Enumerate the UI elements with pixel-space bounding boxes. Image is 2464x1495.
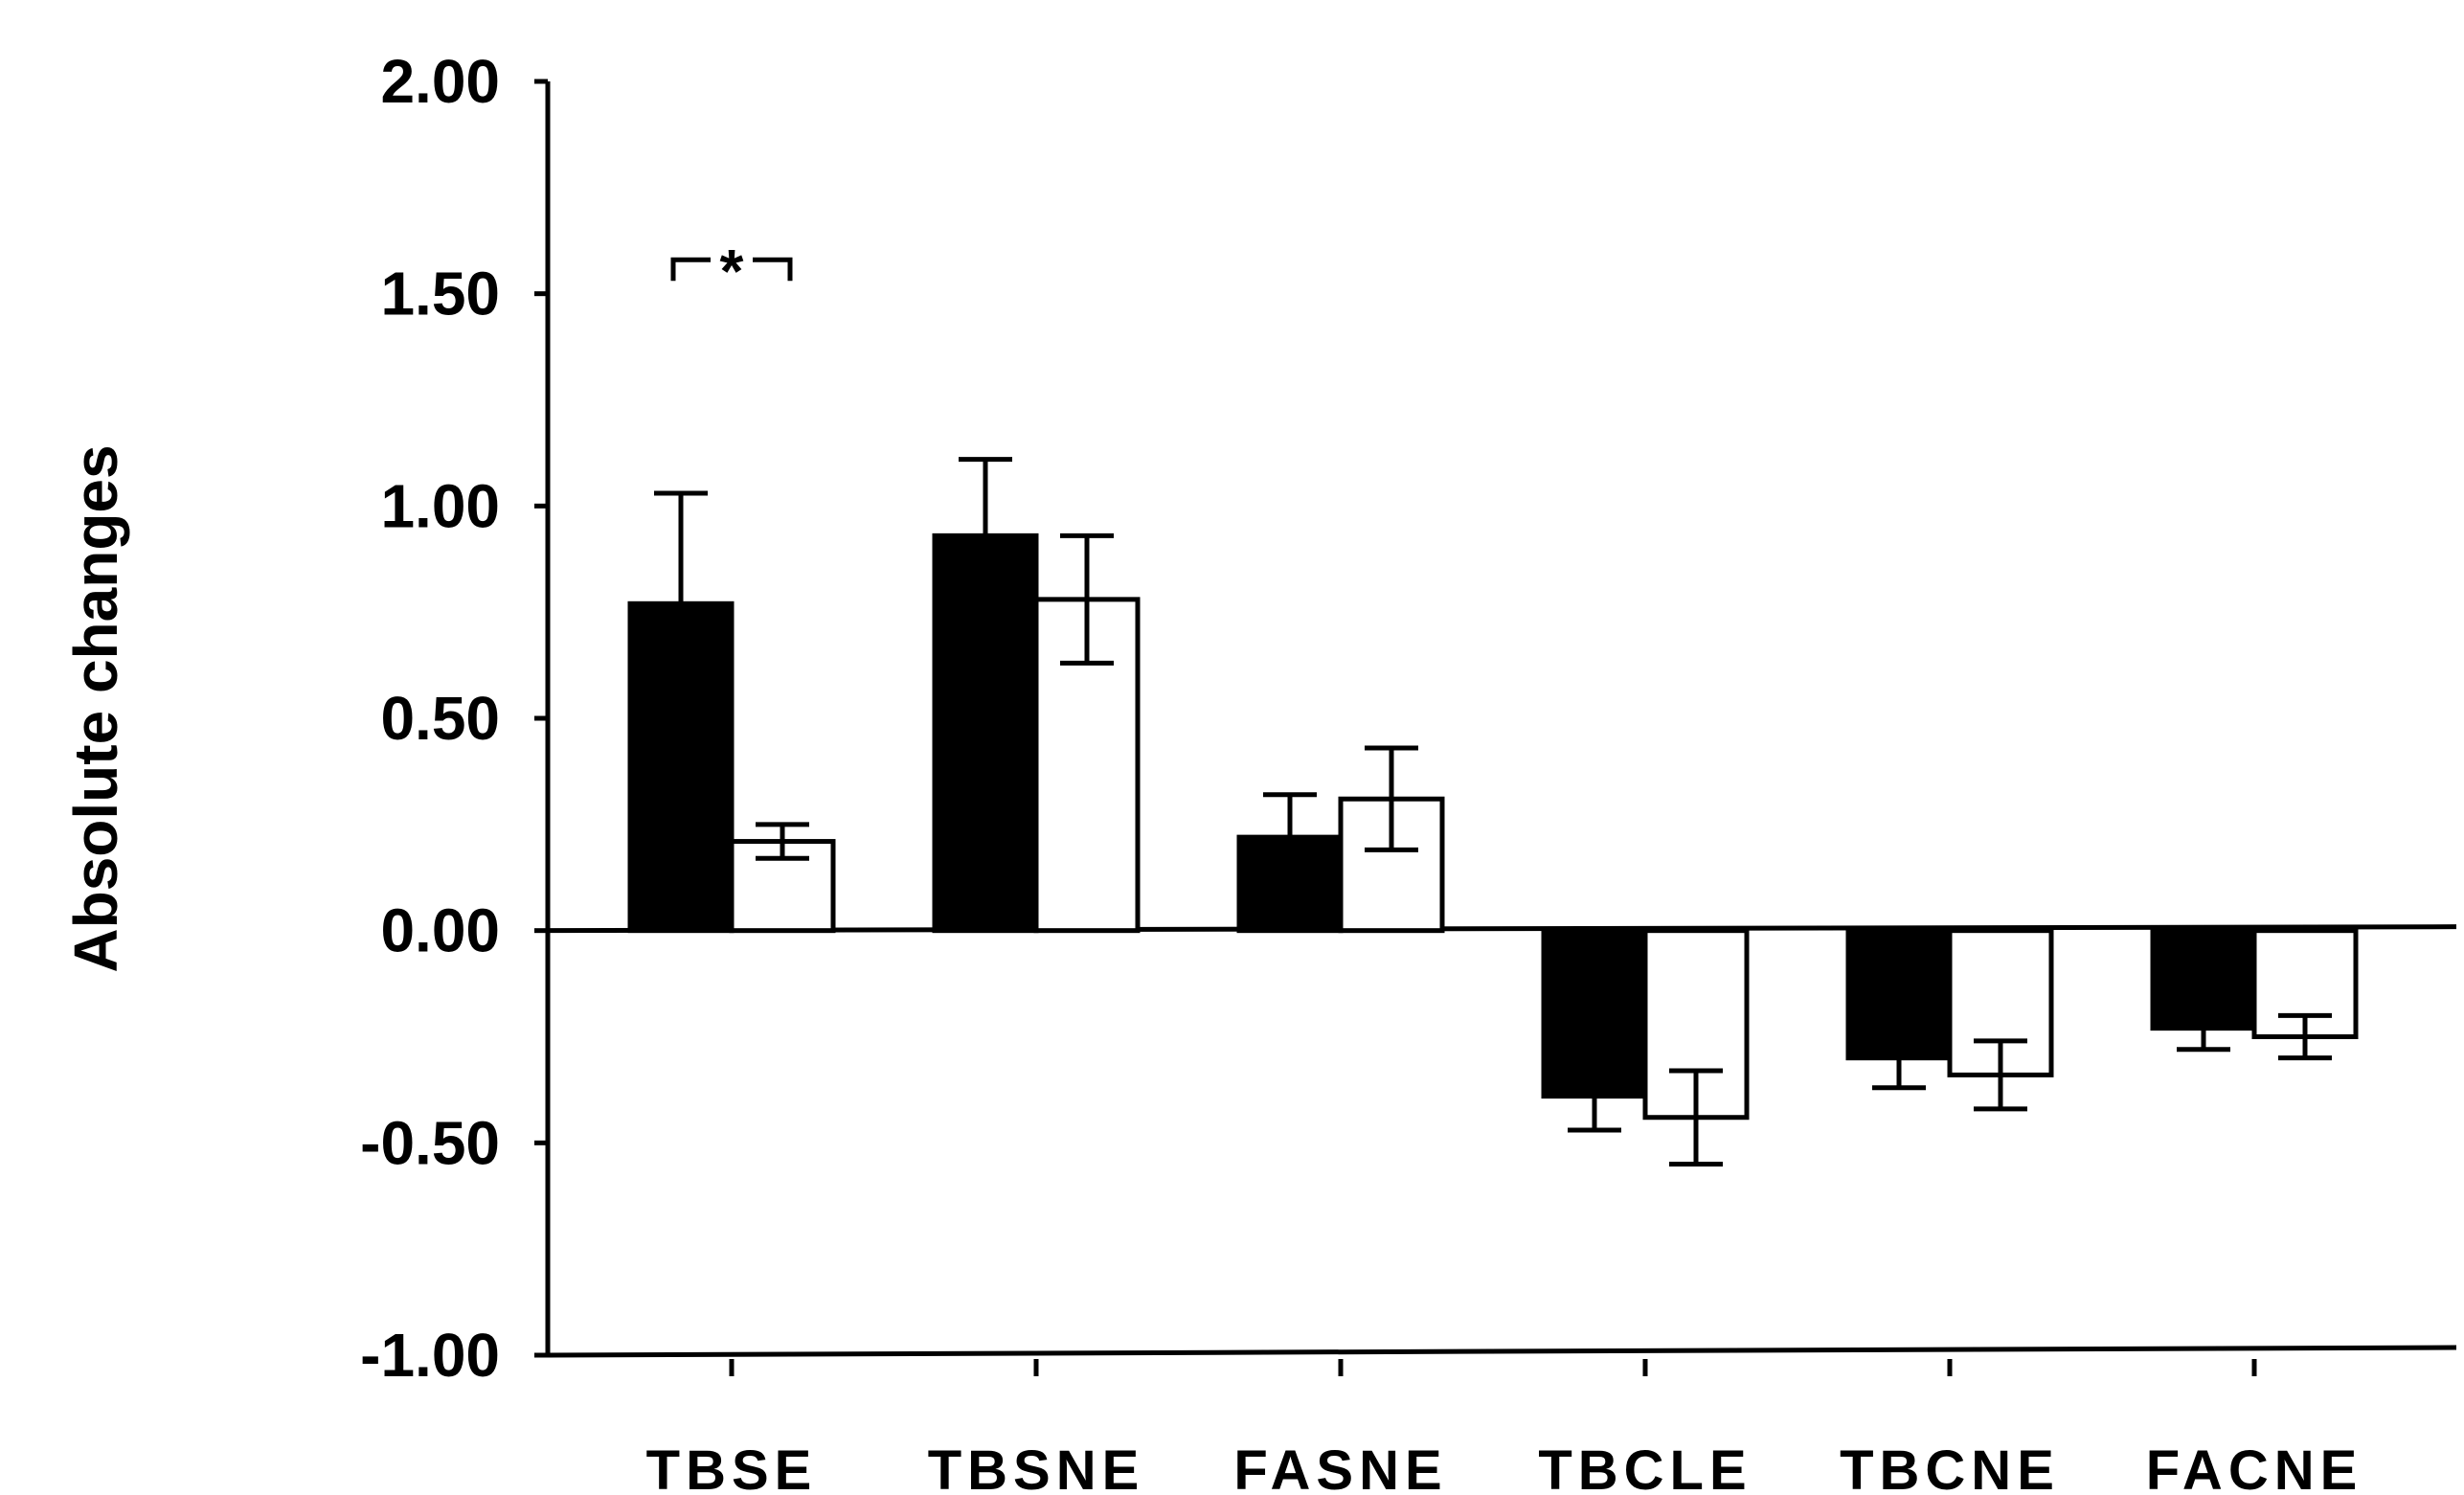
y-tick-label: -1.00 [360, 1321, 500, 1390]
significance-marker: * [720, 237, 744, 306]
y-tick-label: 1.50 [380, 260, 500, 328]
y-tick-label: 2.00 [380, 47, 500, 116]
category-label: TBSE [646, 1439, 818, 1495]
bars [627, 532, 2359, 1121]
y-tick-label: 0.50 [380, 684, 500, 753]
x-axis-line [547, 1345, 2457, 1358]
zero-line [547, 924, 2457, 934]
category-label: TBSNE [928, 1439, 1145, 1495]
y-tick-label: 1.00 [380, 471, 500, 540]
significance-bracket [670, 257, 793, 282]
y-tick-label: -0.50 [360, 1108, 500, 1177]
category-label: FASNE [1233, 1439, 1447, 1495]
y-tick-label: 0.00 [380, 896, 500, 965]
labels: 2.00 1.50 1.00 0.50 0.00 -0.50 -1.00 TBSE TBSNE F… [360, 47, 2363, 1495]
category-label: TBCLE [1538, 1439, 1752, 1495]
y-axis-title: Absolute changes [61, 444, 130, 972]
category-label: FACNE [2146, 1439, 2363, 1495]
error-bars [654, 257, 2332, 1167]
axes [534, 79, 2457, 1376]
category-label: TBCNE [1840, 1439, 2060, 1495]
